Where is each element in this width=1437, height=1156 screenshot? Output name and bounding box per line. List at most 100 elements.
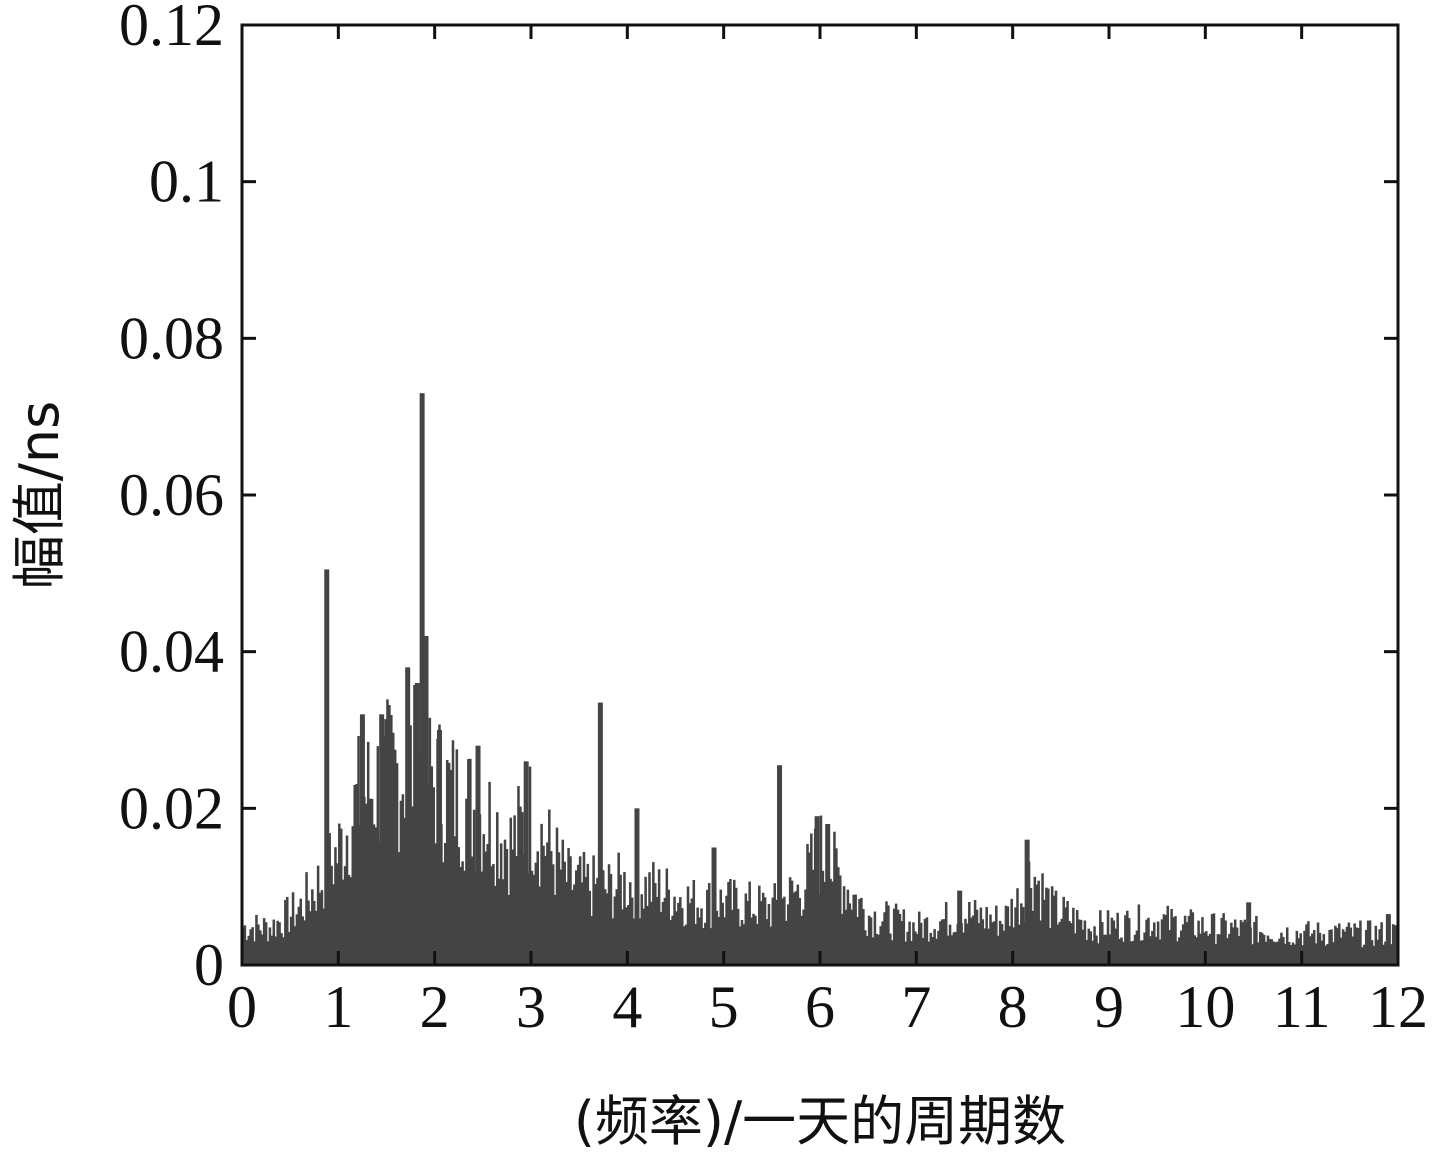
spectrum-bar [640, 894, 644, 965]
spectrum-bar [557, 852, 561, 965]
spectrum-bar [1376, 939, 1380, 965]
spectrum-bar [1199, 933, 1202, 965]
spectrum-bar [295, 914, 299, 965]
spectrum-bar [259, 930, 262, 965]
spectrum-bar [1201, 917, 1204, 965]
spectrum-bar [758, 885, 761, 965]
spectrum-bar [555, 827, 559, 965]
spectrum-bar [1285, 927, 1289, 965]
spectrum-bar [916, 933, 919, 965]
spectrum-bar [253, 941, 256, 965]
spectrum-bar [332, 884, 335, 965]
spectrum-bar [1141, 940, 1144, 965]
spectrum-bar [316, 865, 320, 965]
spectrum-bar [1091, 940, 1094, 965]
spectrum-bar [864, 930, 867, 965]
spectrum-peak [405, 667, 411, 965]
spectrum-bar [1363, 944, 1366, 965]
spectrum-bar [962, 932, 965, 965]
spectrum-bar [376, 746, 380, 965]
spectrum-bar [1270, 939, 1274, 965]
spectrum-bar [594, 884, 597, 965]
spectrum-bar [442, 862, 445, 965]
spectrum-bar [680, 908, 684, 965]
spectrum-bar [1206, 935, 1210, 965]
spectrum-bar [1284, 943, 1287, 965]
spectrum-bar [1112, 920, 1116, 965]
spectrum-peak [423, 636, 429, 965]
spectrum-bar [542, 845, 545, 965]
spectrum-bar [1305, 924, 1308, 965]
spectrum-bar [596, 877, 599, 965]
spectrum-bar [709, 928, 713, 965]
x-axis-title: (频率)/一天的周期数 [574, 1090, 1066, 1153]
spectrum-bar [1172, 917, 1175, 965]
spectrum-bar [299, 898, 303, 965]
spectrum-bar [569, 856, 572, 965]
spectrum-bar [989, 914, 992, 965]
spectrum-bar [1293, 944, 1297, 965]
spectrum-bar [509, 817, 513, 965]
spectrum-bar [1336, 927, 1339, 965]
spectrum-bar [1339, 937, 1343, 965]
spectrum-bar [580, 882, 584, 965]
spectrum-bar [1168, 930, 1171, 965]
spectrum-peak [379, 714, 385, 965]
spectrum-bar [1260, 932, 1264, 965]
spectrum-bar [451, 740, 455, 965]
spectrum-peak [1246, 902, 1252, 965]
spectrum-bar [671, 915, 674, 965]
spectrum-bar [260, 934, 264, 965]
spectrum-bar [472, 809, 476, 965]
y-tick-label: 0.12 [119, 0, 224, 58]
x-tick-label: 7 [901, 974, 931, 1040]
spectrum-bar [403, 817, 407, 965]
spectrum-bar [565, 881, 568, 965]
spectrum-bar [1355, 927, 1358, 965]
spectrum-bar [1235, 927, 1239, 965]
x-tick-label: 11 [1273, 974, 1331, 1040]
spectrum-bar [538, 886, 541, 965]
spectrum-bar [1253, 921, 1256, 965]
spectrum-bar [1181, 924, 1185, 965]
spectrum-bar [792, 892, 796, 965]
spectrum-bar [975, 909, 979, 965]
spectrum-bar [996, 935, 1000, 965]
spectrum-bar [467, 758, 470, 965]
spectrum-bar [979, 907, 983, 965]
spectrum-bar [804, 889, 807, 965]
spectrum-bar [630, 897, 634, 965]
spectrum-bar [309, 911, 312, 965]
spectrum-bar [1039, 920, 1042, 965]
spectrum-bar [946, 935, 950, 965]
spectrum-bar [505, 849, 509, 965]
spectrum-bar [904, 941, 907, 965]
spectrum-bar [1361, 947, 1364, 965]
spectrum-bar [338, 823, 341, 965]
spectrum-bar [1328, 929, 1331, 965]
spectrum-peak [597, 702, 603, 965]
spectrum-peak [414, 683, 420, 965]
spectrum-bar [374, 827, 378, 965]
spectrum-bar [282, 937, 285, 965]
spectrum-bar [605, 893, 609, 965]
spectrum-bar [898, 913, 902, 965]
spectrum-bar [773, 883, 776, 965]
spectrum-bar [1380, 922, 1383, 965]
spectrum-bar [484, 851, 487, 965]
y-axis-title: 幅值/ns [8, 401, 71, 590]
spectrum-bar [798, 897, 802, 965]
spectrum-bar [675, 911, 678, 965]
spectrum-peak [814, 816, 820, 965]
spectrum-bar [652, 862, 655, 965]
spectrum-peak [1024, 839, 1030, 965]
spectrum-bar [305, 872, 308, 965]
spectrum-bar [912, 922, 915, 965]
spectrum-bar [1133, 934, 1137, 965]
spectrum-bar [469, 758, 472, 965]
spectrum-bar [838, 875, 842, 965]
spectrum-bar [650, 901, 653, 965]
y-tick-label: 0 [194, 932, 224, 998]
spectrum-bar [1274, 942, 1277, 965]
spectrum-bar [341, 879, 345, 965]
